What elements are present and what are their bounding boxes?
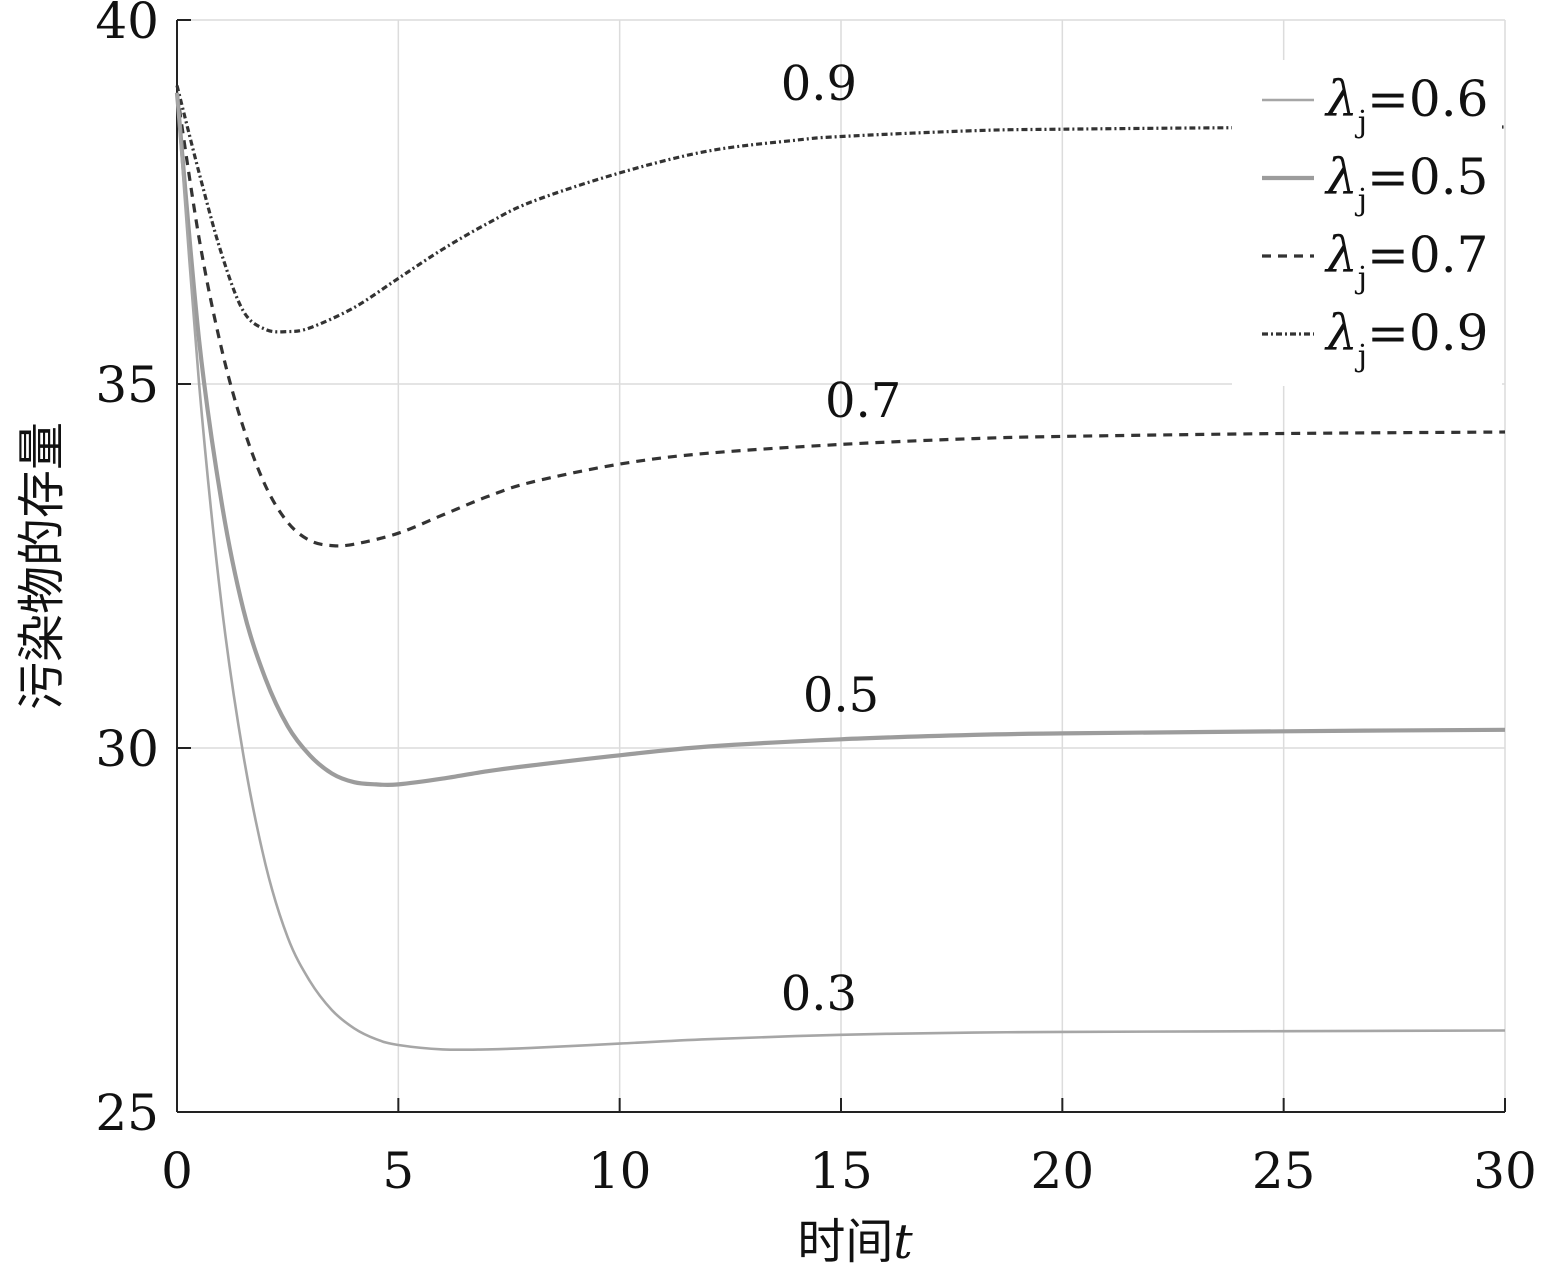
legend-lambda-symbol: λ [1324,148,1358,206]
y-tick-label-0: 25 [95,1084,159,1142]
x-tick-label-3: 15 [809,1142,873,1200]
curve-labels: 0.9 0.7 0.5 0.3 [781,56,902,1022]
legend-label-1: λj=0.5 [1324,148,1488,218]
x-axis-title-variable: t [893,1214,913,1270]
legend-value: =0.5 [1367,148,1488,206]
x-tick-label-1: 5 [382,1142,414,1200]
curve-label-0.3: 0.3 [781,966,857,1022]
x-axis-title: 时间t [797,1214,913,1270]
series-line-0.9 [175,85,1506,334]
x-tick-label-0: 0 [161,1142,193,1200]
legend-label-3: λj=0.9 [1324,304,1488,374]
legend-lambda-symbol: λ [1324,70,1358,128]
legend-lambda-symbol: λ [1324,226,1358,284]
legend-box [1232,60,1502,386]
y-tick-label-2: 35 [95,356,159,414]
series-line-0.7 [175,92,1506,548]
legend-value: =0.6 [1367,70,1488,128]
legend-value: =0.7 [1367,226,1488,284]
axes [176,19,1506,1113]
series-line-0.5 [174,92,1506,788]
x-tick-label-5: 25 [1252,1142,1316,1200]
legend-subscript: j [1355,183,1367,218]
curve-label-0.7: 0.7 [825,373,901,429]
curve-label-0.9: 0.9 [781,56,857,112]
series-line-0.3 [175,92,1506,1052]
x-tick-label-4: 20 [1031,1142,1095,1200]
curve-label-0.5: 0.5 [803,668,879,724]
y-axis-title: 污染物的存量 [14,422,70,710]
x-axis-title-text: 时间 [797,1214,893,1270]
x-tick-label-6: 30 [1473,1142,1537,1200]
legend-lambda-symbol: λ [1324,304,1358,362]
legend-label-0: λj=0.6 [1324,70,1488,140]
legend-subscript: j [1355,105,1367,140]
legend-label-2: λj=0.7 [1324,226,1488,296]
y-tick-label-3: 40 [95,0,159,50]
legend-subscript: j [1355,339,1367,374]
y-tick-label-1: 30 [95,720,159,778]
legend-subscript: j [1355,261,1367,296]
x-tick-label-2: 10 [588,1142,652,1200]
series-group [174,85,1506,1052]
legend: λj=0.6λj=0.5λj=0.7λj=0.9 [1232,60,1502,386]
tick-labels: 0 5 10 15 20 25 30 25 30 35 40 [95,0,1536,1200]
legend-value: =0.9 [1367,304,1488,362]
